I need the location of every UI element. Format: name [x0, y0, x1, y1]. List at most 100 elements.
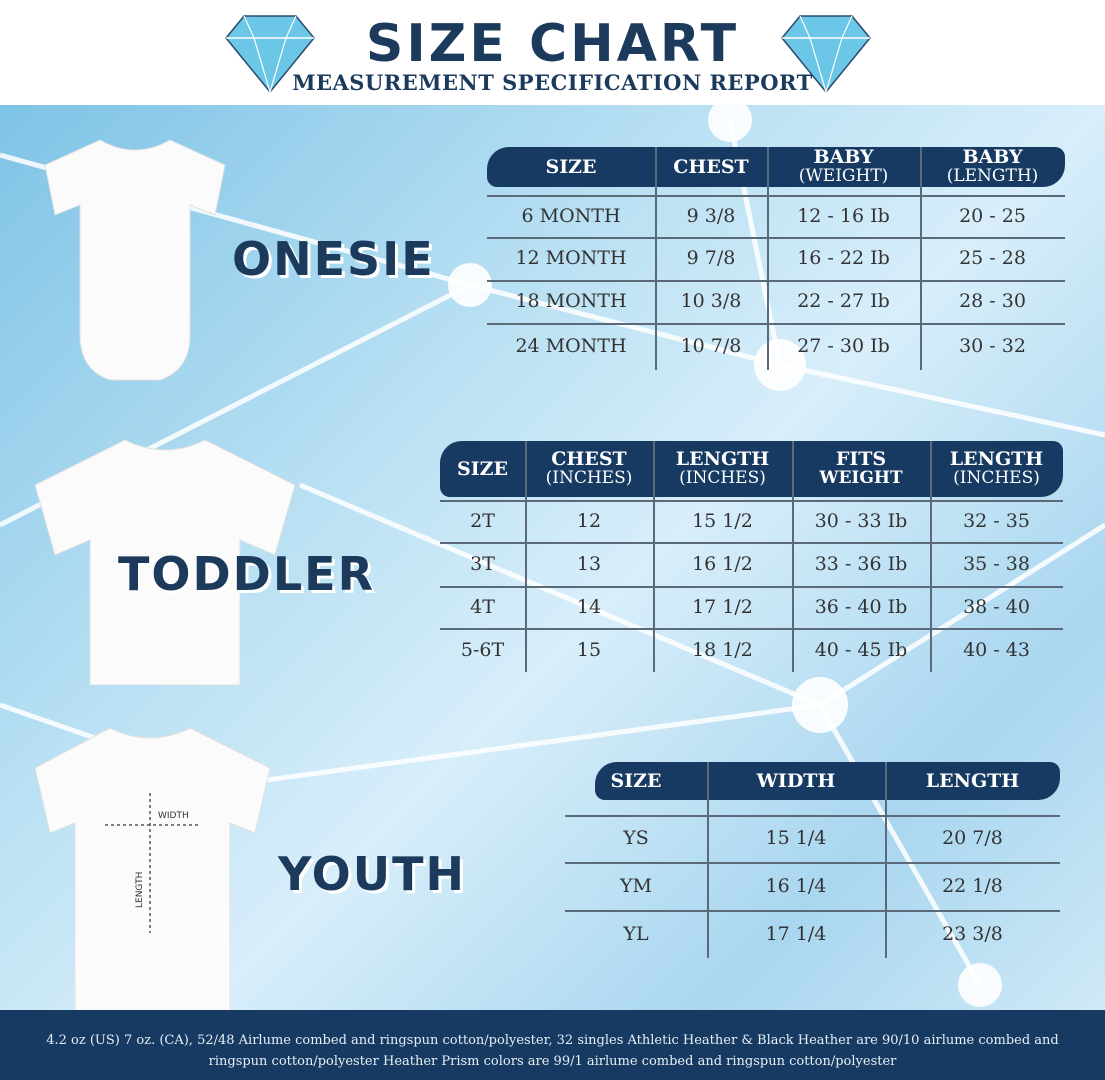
page-title: SIZE CHART: [365, 14, 740, 74]
column-header: LENGTH (INCHES): [653, 441, 792, 497]
table-cell: 18 1/2: [692, 638, 753, 661]
column-divider: [653, 441, 655, 672]
diamond-icon: [225, 15, 315, 94]
background: WIDTH LENGTH ONESIE TODDLER YOUTH SIZE CH…: [0, 105, 1105, 1010]
table-cell: 17 1/4: [765, 922, 827, 945]
table-cell: 16 - 22 Ib: [797, 247, 890, 269]
column-divider: [707, 762, 709, 958]
column-divider: [792, 441, 794, 672]
table-cell: YS: [623, 827, 649, 849]
diamond-icon: [781, 15, 871, 94]
header-main: LENGTH: [925, 769, 1020, 792]
table-cell: 4T: [470, 595, 495, 618]
column-header: LENGTH: [885, 762, 1060, 800]
table-cell: 28 - 30: [959, 290, 1026, 312]
table-cell: 40 - 43: [963, 638, 1030, 661]
table-cell: 2T: [470, 509, 495, 532]
toddler-tshirt-image: [34, 439, 296, 685]
table-cell: 32 - 35: [963, 509, 1030, 532]
header-main: WIDTH: [756, 769, 836, 792]
footer: 4.2 oz (US) 7 oz. (CA), 52/48 Airlume co…: [0, 1010, 1105, 1080]
table-cell: 18 MONTH: [515, 290, 627, 312]
table-cell: 20 7/8: [942, 827, 1003, 849]
table-cell: 25 - 28: [959, 247, 1026, 269]
table-cell: 10 7/8: [680, 335, 742, 357]
header-main: CHEST: [673, 155, 749, 178]
table-header: [487, 147, 1065, 187]
table-cell: 33 - 36 Ib: [814, 552, 908, 575]
table-cell: 23 3/8: [942, 922, 1003, 945]
header-main: FITS: [835, 448, 887, 470]
header-main: CHEST: [551, 448, 627, 470]
column-header: FITS WEIGHT: [792, 441, 930, 497]
column-header: CHEST (INCHES): [525, 441, 653, 497]
row-divider: [565, 815, 1060, 817]
table-cell: YL: [623, 922, 649, 945]
table-cell: 15 1/2: [692, 509, 753, 532]
row-divider: [487, 280, 1065, 282]
header-main: LENGTH: [675, 448, 770, 470]
table-cell: 20 - 25: [959, 204, 1026, 227]
header-main: LENGTH: [949, 448, 1044, 470]
header-sub: (INCHES): [953, 468, 1040, 488]
onesie-image: [44, 139, 226, 381]
table-cell: 12: [576, 509, 602, 532]
row-divider: [440, 500, 1063, 502]
width-label: WIDTH: [158, 811, 189, 821]
column-header: SIZE: [440, 441, 525, 497]
column-divider: [525, 441, 527, 672]
table-cell: 5-6T: [460, 638, 505, 661]
table-cell: 24 MONTH: [515, 335, 627, 357]
header-main: SIZE: [545, 155, 597, 178]
fabric-description: 4.2 oz (US) 7 oz. (CA), 52/48 Airlume co…: [46, 1033, 1059, 1069]
table-header: [595, 762, 1060, 800]
table-cell: 13: [576, 552, 602, 575]
length-label: LENGTH: [135, 872, 145, 908]
row-divider: [487, 323, 1065, 325]
header-sub: (WEIGHT): [798, 166, 889, 186]
table-cell: 17 1/2: [692, 595, 753, 618]
row-divider: [565, 910, 1060, 912]
table-cell: 36 - 40 Ib: [814, 595, 908, 618]
header-main: BABY: [813, 146, 874, 168]
table-cell: 12 - 16 Ib: [797, 204, 890, 227]
column-header: SIZE: [487, 147, 655, 187]
header-sub: (INCHES): [545, 468, 633, 488]
row-divider: [487, 237, 1065, 239]
page-subtitle: MEASUREMENT SPECIFICATION REPORT: [292, 70, 813, 95]
table-cell: 16 1/2: [692, 552, 753, 575]
table-cell: 9 3/8: [686, 204, 736, 227]
header-sub: (INCHES): [679, 468, 766, 488]
table-cell: 38 - 40: [963, 595, 1030, 618]
table-cell: 6 MONTH: [521, 204, 621, 227]
table-cell: 35 - 38: [963, 552, 1030, 575]
onesie-label: ONESIE: [232, 232, 435, 286]
header-main: SIZE: [457, 457, 508, 480]
table-cell: 14: [576, 595, 602, 618]
column-divider: [767, 147, 769, 370]
column-divider: [885, 762, 887, 958]
row-divider: [440, 542, 1063, 544]
column-header: CHEST: [655, 147, 767, 187]
column-header: BABY (WEIGHT): [767, 147, 920, 187]
column-header: LENGTH (INCHES): [930, 441, 1063, 497]
table-cell: 15: [576, 638, 602, 661]
column-header: BABY (LENGTH): [920, 147, 1065, 187]
table-cell: 40 - 45 Ib: [814, 638, 908, 661]
youth-label: YOUTH: [278, 847, 467, 901]
row-divider: [565, 862, 1060, 864]
row-divider: [487, 195, 1065, 197]
row-divider: [440, 628, 1063, 630]
toddler-label: TODDLER: [118, 547, 376, 601]
column-divider: [930, 441, 932, 672]
column-header: WIDTH: [707, 762, 885, 800]
table-cell: 22 - 27 Ib: [797, 290, 890, 312]
table-cell: YM: [620, 874, 652, 897]
table-cell: 15 1/4: [765, 827, 827, 849]
table-cell: 30 - 33 Ib: [814, 509, 908, 532]
table-cell: 16 1/4: [765, 874, 827, 897]
table-cell: 10 3/8: [680, 290, 742, 312]
column-header: SIZE: [565, 762, 707, 800]
table-cell: 30 - 32: [959, 335, 1026, 357]
youth-tshirt-image: WIDTH LENGTH: [34, 727, 271, 1010]
